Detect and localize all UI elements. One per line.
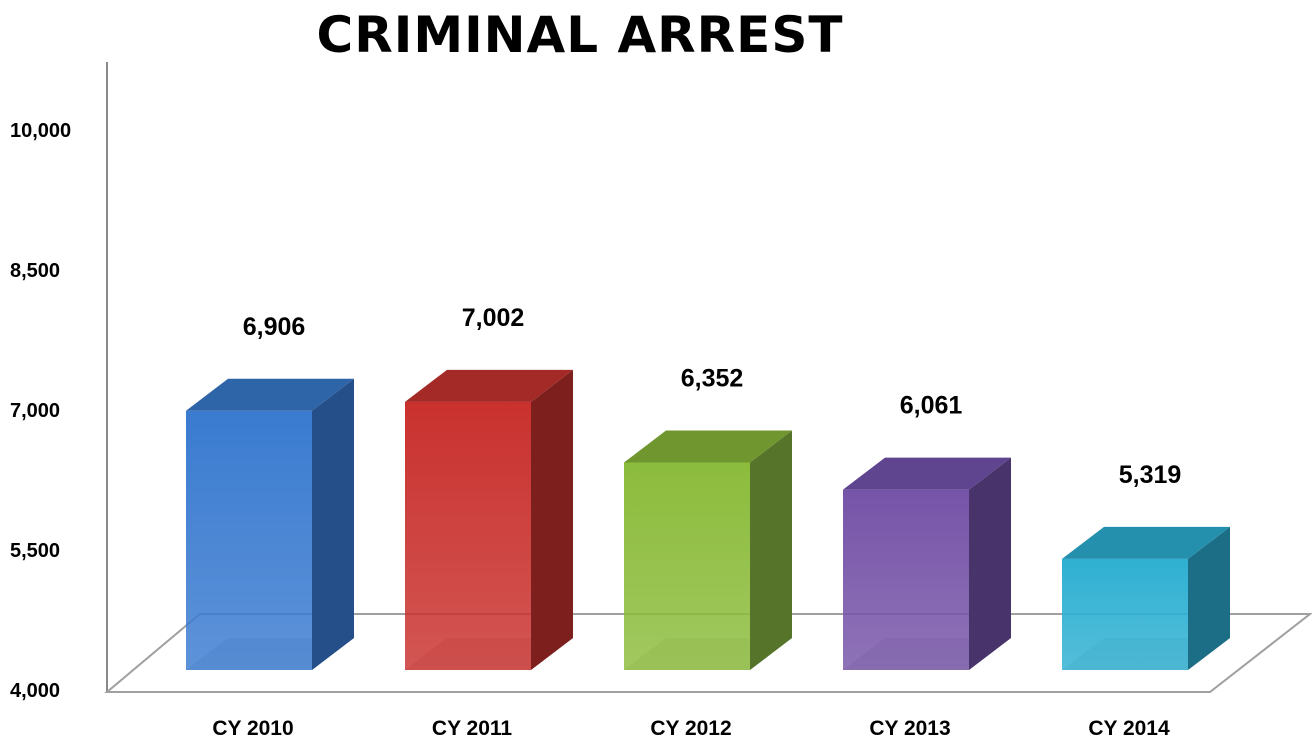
chart-axes (104, 62, 1312, 693)
data-label: 6,906 (243, 313, 306, 341)
chart-floor (104, 613, 1312, 693)
bar-side (969, 457, 1011, 670)
data-label: 6,352 (681, 364, 744, 392)
bar-cy-2012 (624, 430, 792, 670)
y-tick-label: 4,000 (10, 680, 60, 702)
y-tick-label: 10,000 (10, 120, 71, 142)
x-axis-ticks: CY 2010 CY 2011 CY 2012 CY 2013 CY 2014 (212, 717, 1170, 740)
x-tick-label: CY 2010 (212, 717, 293, 740)
bar-front (186, 410, 312, 670)
x-tick-label: CY 2012 (650, 717, 731, 740)
bar-top (624, 430, 792, 463)
bar-top (186, 378, 354, 411)
data-labels: 6,906 7,002 6,352 6,061 5,319 (243, 304, 1182, 489)
y-tick-label: 5,500 (10, 540, 60, 562)
bar-cy-2013 (843, 457, 1011, 670)
data-label: 7,002 (462, 304, 525, 332)
bar-cy-2010 (186, 378, 354, 670)
bar-front (405, 401, 531, 670)
data-label: 6,061 (900, 392, 963, 420)
bar-side (750, 430, 792, 670)
bar-top (405, 369, 573, 402)
bar-side (312, 378, 354, 670)
chart-title: CRIMINAL ARREST (317, 6, 844, 64)
bar-top (843, 457, 1011, 490)
x-tick-label: CY 2013 (869, 717, 950, 740)
data-label: 5,319 (1119, 461, 1182, 489)
y-tick-label: 8,500 (10, 260, 60, 282)
bar-side (531, 369, 573, 670)
bar-front (843, 489, 969, 670)
bar-side (1188, 526, 1230, 670)
bar-front (624, 462, 750, 670)
y-tick-label: 7,000 (10, 400, 60, 422)
bars (186, 369, 1230, 670)
bar-cy-2014 (1062, 526, 1230, 670)
y-axis-ticks: 4,000 5,500 7,000 8,500 10,000 (10, 120, 71, 702)
bar-top (1062, 526, 1230, 559)
bar-front (1062, 558, 1188, 670)
bar-cy-2011 (405, 369, 573, 670)
x-tick-label: CY 2014 (1088, 717, 1170, 740)
x-tick-label: CY 2011 (432, 717, 513, 740)
